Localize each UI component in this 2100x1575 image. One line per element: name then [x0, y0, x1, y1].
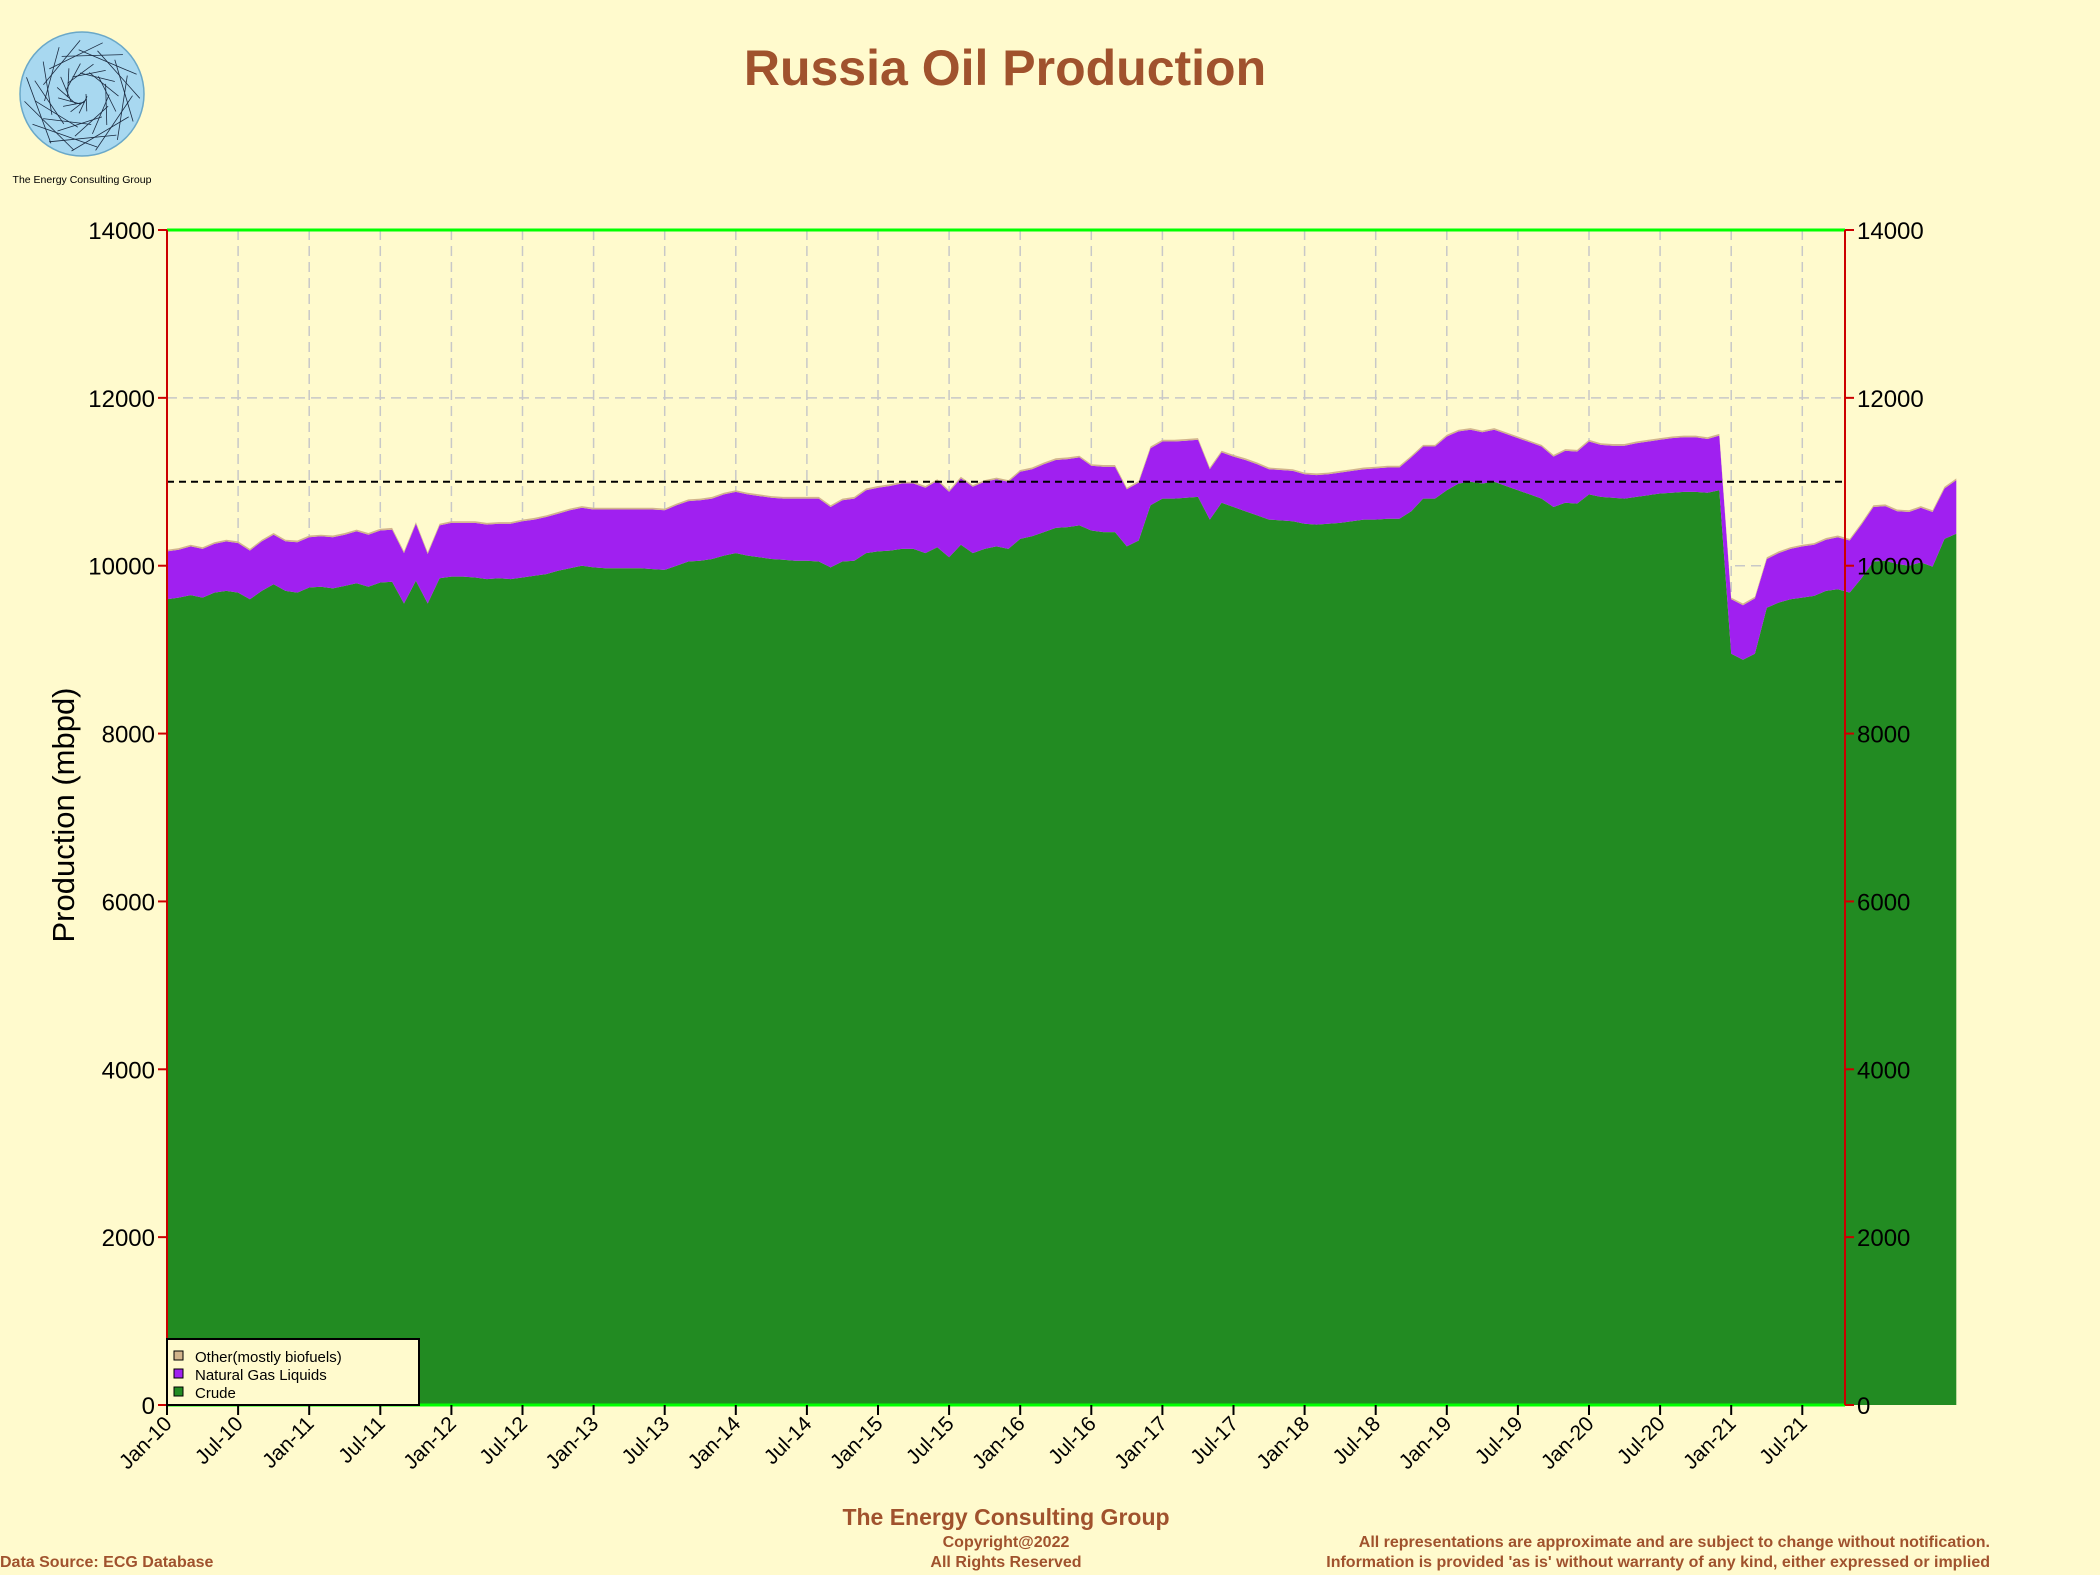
y-tick-label-right: 10000 [1857, 554, 1924, 581]
y-tick-label-right: 8000 [1857, 722, 1910, 749]
y-tick-label-left: 8000 [102, 722, 155, 749]
logo-spiral-stroke [95, 95, 133, 151]
legend: Other(mostly biofuels) Natural Gas Liqui… [166, 1338, 420, 1406]
logo-spiral-stroke [70, 98, 87, 113]
company-logo: The Energy Consulting Group [13, 31, 152, 186]
y-tick-label-left: 2000 [102, 1225, 155, 1252]
y-tick-label-left: 14000 [88, 218, 155, 245]
y-tick-label-left: 4000 [102, 1057, 155, 1084]
logo-circle [19, 31, 145, 157]
y-tick-label-left: 10000 [88, 554, 155, 581]
plot-area [167, 428, 1957, 1405]
logo-spiral-stroke [85, 93, 88, 112]
legend-swatch-other [173, 1350, 184, 1361]
y-tick-label-right: 12000 [1857, 386, 1924, 413]
logo-spiral-stroke [42, 61, 53, 115]
logo-spiral-stroke [26, 77, 52, 144]
legend-label-ngl: Natural Gas Liquids [195, 1367, 327, 1384]
logo-spiral-stroke [34, 100, 79, 128]
logo-spiral-stroke [32, 123, 98, 148]
logo-spiral-stroke [105, 83, 108, 126]
footer-disclaimer-1: All representations are approximate and … [1359, 1534, 1990, 1551]
legend-box [166, 1338, 420, 1406]
logo-spiral-stroke [117, 75, 128, 140]
footer-copyright-1: Copyright@2022 [943, 1534, 1070, 1551]
logo-spiral-icon [24, 40, 141, 152]
logo-spiral-stroke [34, 80, 65, 125]
legend-label-other: Other(mostly biofuels) [195, 1349, 342, 1366]
area-natural-gas-liquids [167, 429, 1957, 660]
y-axis-left: 0 2000 4000 6000 8000 10000 12000 14000 [88, 218, 167, 1420]
legend-label-crude: Crude [195, 1385, 236, 1402]
logo-spiral-stroke [92, 94, 110, 135]
logo-spiral-stroke [60, 76, 72, 102]
y-tick-label-right: 14000 [1857, 218, 1924, 245]
logo-spiral-stroke [56, 87, 77, 105]
footer-company: The Energy Consulting Group [842, 1504, 1169, 1530]
logo-spiral-stroke [114, 59, 134, 122]
y-axis-label: Production (mbpd) [46, 687, 81, 942]
logo-spiral-stroke [24, 101, 75, 151]
y-tick-label-left: 12000 [88, 386, 155, 413]
logo-spiral-stroke [43, 118, 92, 125]
footer-disclaimer-2: Information is provided 'as is' without … [1326, 1554, 1990, 1571]
logo-spiral-stroke [57, 97, 82, 105]
logo-spiral-stroke [63, 101, 85, 107]
chart-title: Russia Oil Production [744, 40, 1266, 96]
y-tick-label-right: 6000 [1857, 889, 1910, 916]
logo-spiral-stroke [74, 105, 109, 137]
logo-spiral-stroke [67, 63, 94, 84]
logo-spiral-stroke [89, 72, 119, 97]
legend-swatch-crude [173, 1386, 184, 1397]
y-axis-right: 0 2000 4000 6000 8000 10000 12000 14000 [1845, 218, 1924, 1420]
plot-frame [166, 228, 1846, 1407]
logo-spiral-stroke [78, 96, 88, 114]
logo-caption: The Energy Consulting Group [13, 174, 152, 186]
footer-data-source: Data Source: ECG Database [0, 1554, 214, 1571]
logo-spiral-stroke [49, 134, 117, 143]
logo-spiral-stroke [97, 50, 141, 99]
y-tick-label-right: 2000 [1857, 1225, 1910, 1252]
logo-spiral-stroke [71, 116, 130, 152]
y-tick-label-right: 4000 [1857, 1057, 1910, 1084]
y-tick-label-left: 0 [142, 1393, 155, 1420]
logo-spiral-stroke [80, 72, 115, 82]
y-tick-label-right: 0 [1857, 1393, 1870, 1420]
logo-spiral-stroke [57, 116, 103, 132]
y-tick-label-left: 6000 [102, 889, 155, 916]
logo-spiral-stroke [72, 70, 106, 78]
legend-swatch-ngl [173, 1368, 184, 1379]
area-crude [167, 481, 1957, 1405]
footer-copyright-2: All Rights Reserved [930, 1554, 1081, 1571]
logo-spiral-stroke [98, 76, 117, 112]
